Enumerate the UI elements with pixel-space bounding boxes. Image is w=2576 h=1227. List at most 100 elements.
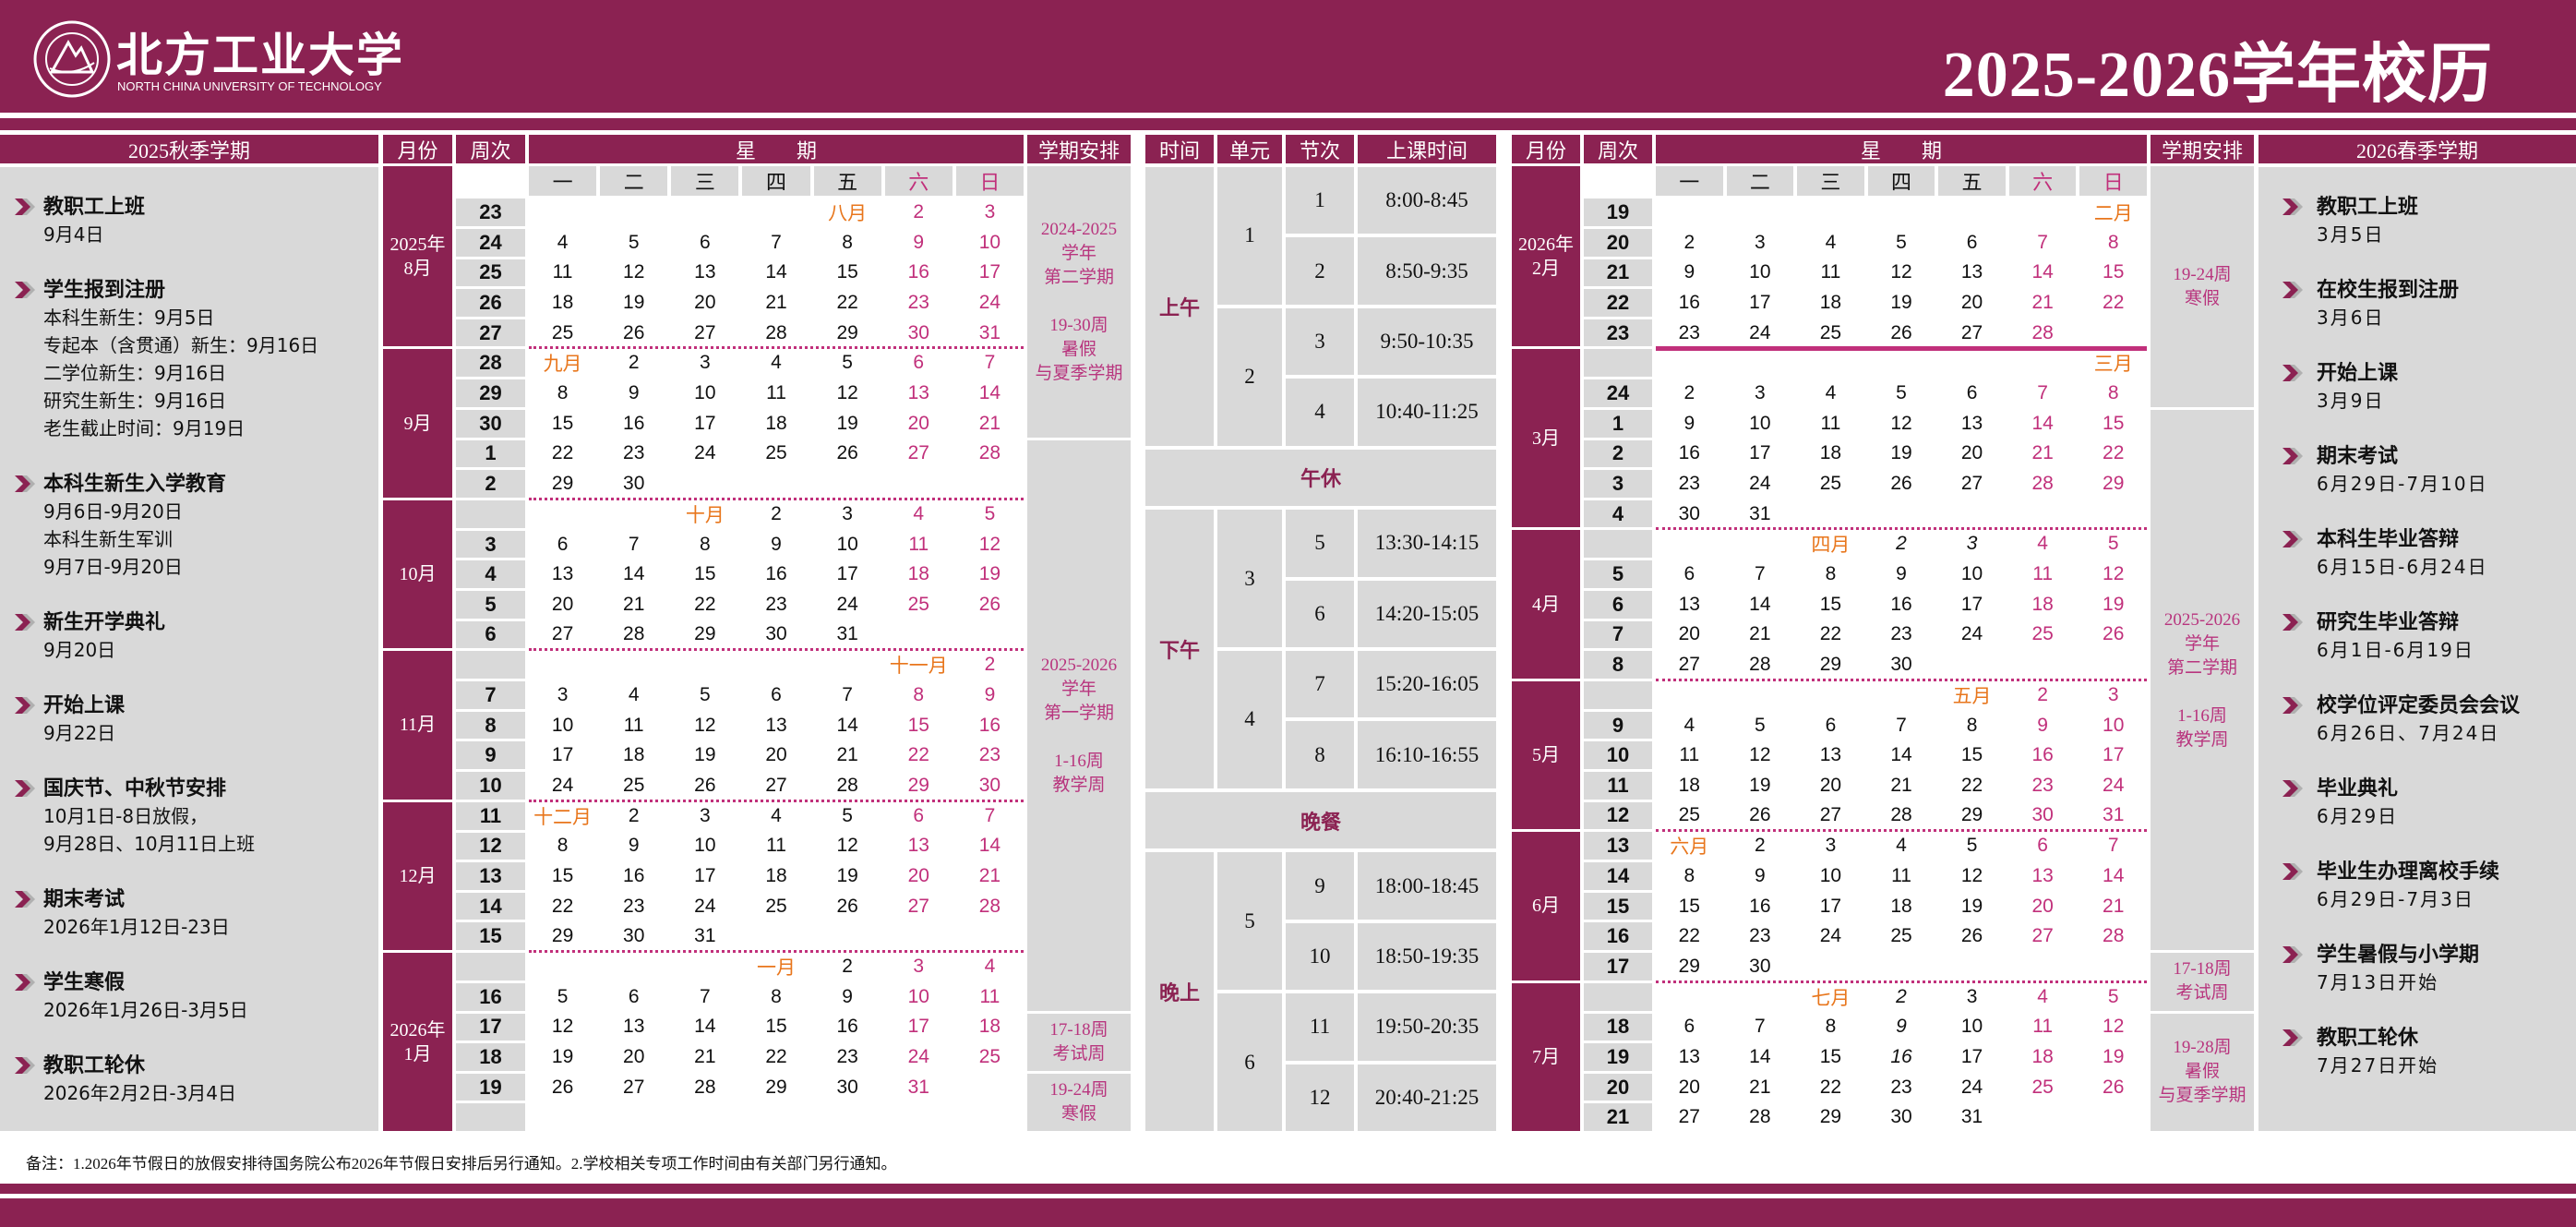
event-detail: 研究生新生：9月16日 [43, 390, 227, 412]
day-cell: 16 [623, 412, 645, 434]
day-cell: 24 [694, 442, 716, 464]
day-cell: 18 [1819, 442, 1842, 464]
semester-text: 学年 [1060, 243, 1096, 263]
day-cell: 12 [2103, 1016, 2125, 1038]
week-number: 14 [456, 892, 525, 920]
day-cell: 13 [765, 714, 787, 736]
day-cell: 27 [2031, 925, 2054, 947]
semester-block: 2025-2026 学年 第一学期 1-16周 教学周 [1027, 439, 1131, 1011]
month-start-label: 十一月 [889, 655, 948, 678]
weekday-label: 一 [1656, 166, 1723, 196]
semester-column-header: 学期安排 [1027, 135, 1131, 163]
unit-number: 1 [1217, 167, 1282, 305]
day-cell: 25 [1890, 925, 1912, 947]
day-cell: 14 [623, 563, 645, 585]
semester-text: 第一学期 [1043, 703, 1114, 723]
semester-text: 暑假 [1060, 339, 1096, 359]
event-detail: 10月1日-8日放假， [43, 805, 209, 827]
day-cell: 29 [551, 472, 574, 494]
month-label: 3月 [1512, 349, 1580, 528]
day-cell: 22 [551, 895, 574, 917]
day-cell: 8 [771, 985, 782, 1007]
day-cell: 31 [836, 623, 858, 645]
event-detail: 6月29日-7月3日 [2317, 888, 2474, 910]
event-title: 毕业典礼 [2317, 776, 2399, 800]
day-cell: 22 [765, 1045, 787, 1067]
unit-number: 6 [1217, 993, 1282, 1131]
day-cell: 8 [1825, 563, 1837, 585]
day-cell: 19 [1890, 291, 1912, 313]
week-number [456, 953, 525, 980]
day-cell: 10 [694, 382, 716, 404]
day-cell: 17 [907, 1016, 929, 1038]
month-label-line: 11月 [399, 715, 437, 736]
period-time: 9:50-10:35 [1358, 307, 1496, 376]
month-label-line: 10月 [399, 563, 437, 584]
event-detail: 9月28日、10月11日上班 [43, 833, 256, 855]
day-cell: 27 [1678, 653, 1700, 675]
day-cell: 24 [551, 774, 574, 796]
day-cell: 6 [700, 231, 711, 253]
event-detail: 6月1日-6月19日 [2317, 639, 2474, 661]
event-detail: 2026年1月12日-23日 [43, 916, 230, 938]
logo-chinese-name: 北方工业大学 [116, 28, 404, 82]
day-cell: 15 [1819, 593, 1842, 615]
week-number: 23 [1584, 319, 1652, 347]
week-column-header: 周次 [456, 135, 525, 163]
day-cell: 29 [694, 623, 716, 645]
day-cell: 13 [1678, 593, 1700, 615]
day-cell: 14 [2031, 261, 2054, 283]
week-number: 13 [456, 862, 525, 890]
week-number [456, 499, 525, 528]
week-number: 7 [456, 681, 525, 709]
day-cell: 6 [771, 683, 782, 705]
week-number: 16 [456, 983, 525, 1011]
day-cell: 26 [836, 895, 858, 917]
day-cell: 5 [1966, 835, 1978, 857]
period-number: 5 [1286, 510, 1354, 577]
event-detail: 本科生新生军训 [43, 528, 173, 550]
event-detail: 3月9日 [2317, 390, 2385, 412]
month-label-line: 2026年 [1518, 234, 1574, 255]
day-cell: 20 [551, 593, 574, 615]
day-cell: 11 [766, 382, 786, 404]
day-cell: 30 [978, 774, 1001, 796]
day-cell: 8 [2107, 382, 2119, 404]
period-time: 14:20-15:05 [1358, 580, 1496, 647]
weekday-label: 四 [1867, 166, 1935, 196]
day-cell: 13 [1678, 1045, 1700, 1067]
day-cell: 15 [907, 714, 929, 736]
week-number: 28 [456, 349, 525, 378]
month-start-label: 三月 [2093, 353, 2133, 376]
university-seal-icon [33, 20, 111, 98]
weekday-label: 日 [2079, 166, 2147, 196]
session-label: 下午 [1145, 510, 1214, 788]
day-cell: 26 [1890, 472, 1912, 494]
day-cell: 26 [623, 321, 645, 343]
day-cell: 3 [984, 201, 996, 223]
event-title: 在校生报到注册 [2317, 278, 2460, 301]
day-cell: 23 [623, 895, 645, 917]
session-label: 上午 [1145, 167, 1214, 446]
day-cell: 29 [1960, 804, 1983, 826]
week-number: 9 [456, 741, 525, 769]
day-cell: 16 [1890, 1045, 1912, 1067]
break-label: 晚餐 [1145, 791, 1496, 849]
event-detail: 7月13日开始 [2317, 971, 2439, 993]
period-number: 2 [1286, 237, 1354, 305]
university-logo: 北方工业大学 NORTH CHINA UNIVERSITY OF TECHNOL… [28, 18, 415, 102]
day-cell: 15 [2103, 412, 2125, 434]
day-cell: 7 [1755, 563, 1766, 585]
week-number: 29 [456, 379, 525, 407]
day-cell: 22 [1819, 1076, 1842, 1098]
day-cell: 20 [765, 744, 787, 766]
event-detail: 9月22日 [43, 722, 116, 744]
period-number: 3 [1286, 307, 1354, 376]
event-item: 新生开学典礼 9月20日 [0, 608, 378, 664]
day-cell: 12 [836, 382, 858, 404]
week-number: 2 [1584, 439, 1652, 468]
chevron-right-icon [15, 282, 37, 298]
footnote: 备注：1.2026年节假日的放假安排待国务院公布2026年节假日安排后另行通知。… [26, 1155, 897, 1173]
day-cell: 16 [1890, 593, 1912, 615]
day-cell: 21 [2103, 895, 2125, 917]
